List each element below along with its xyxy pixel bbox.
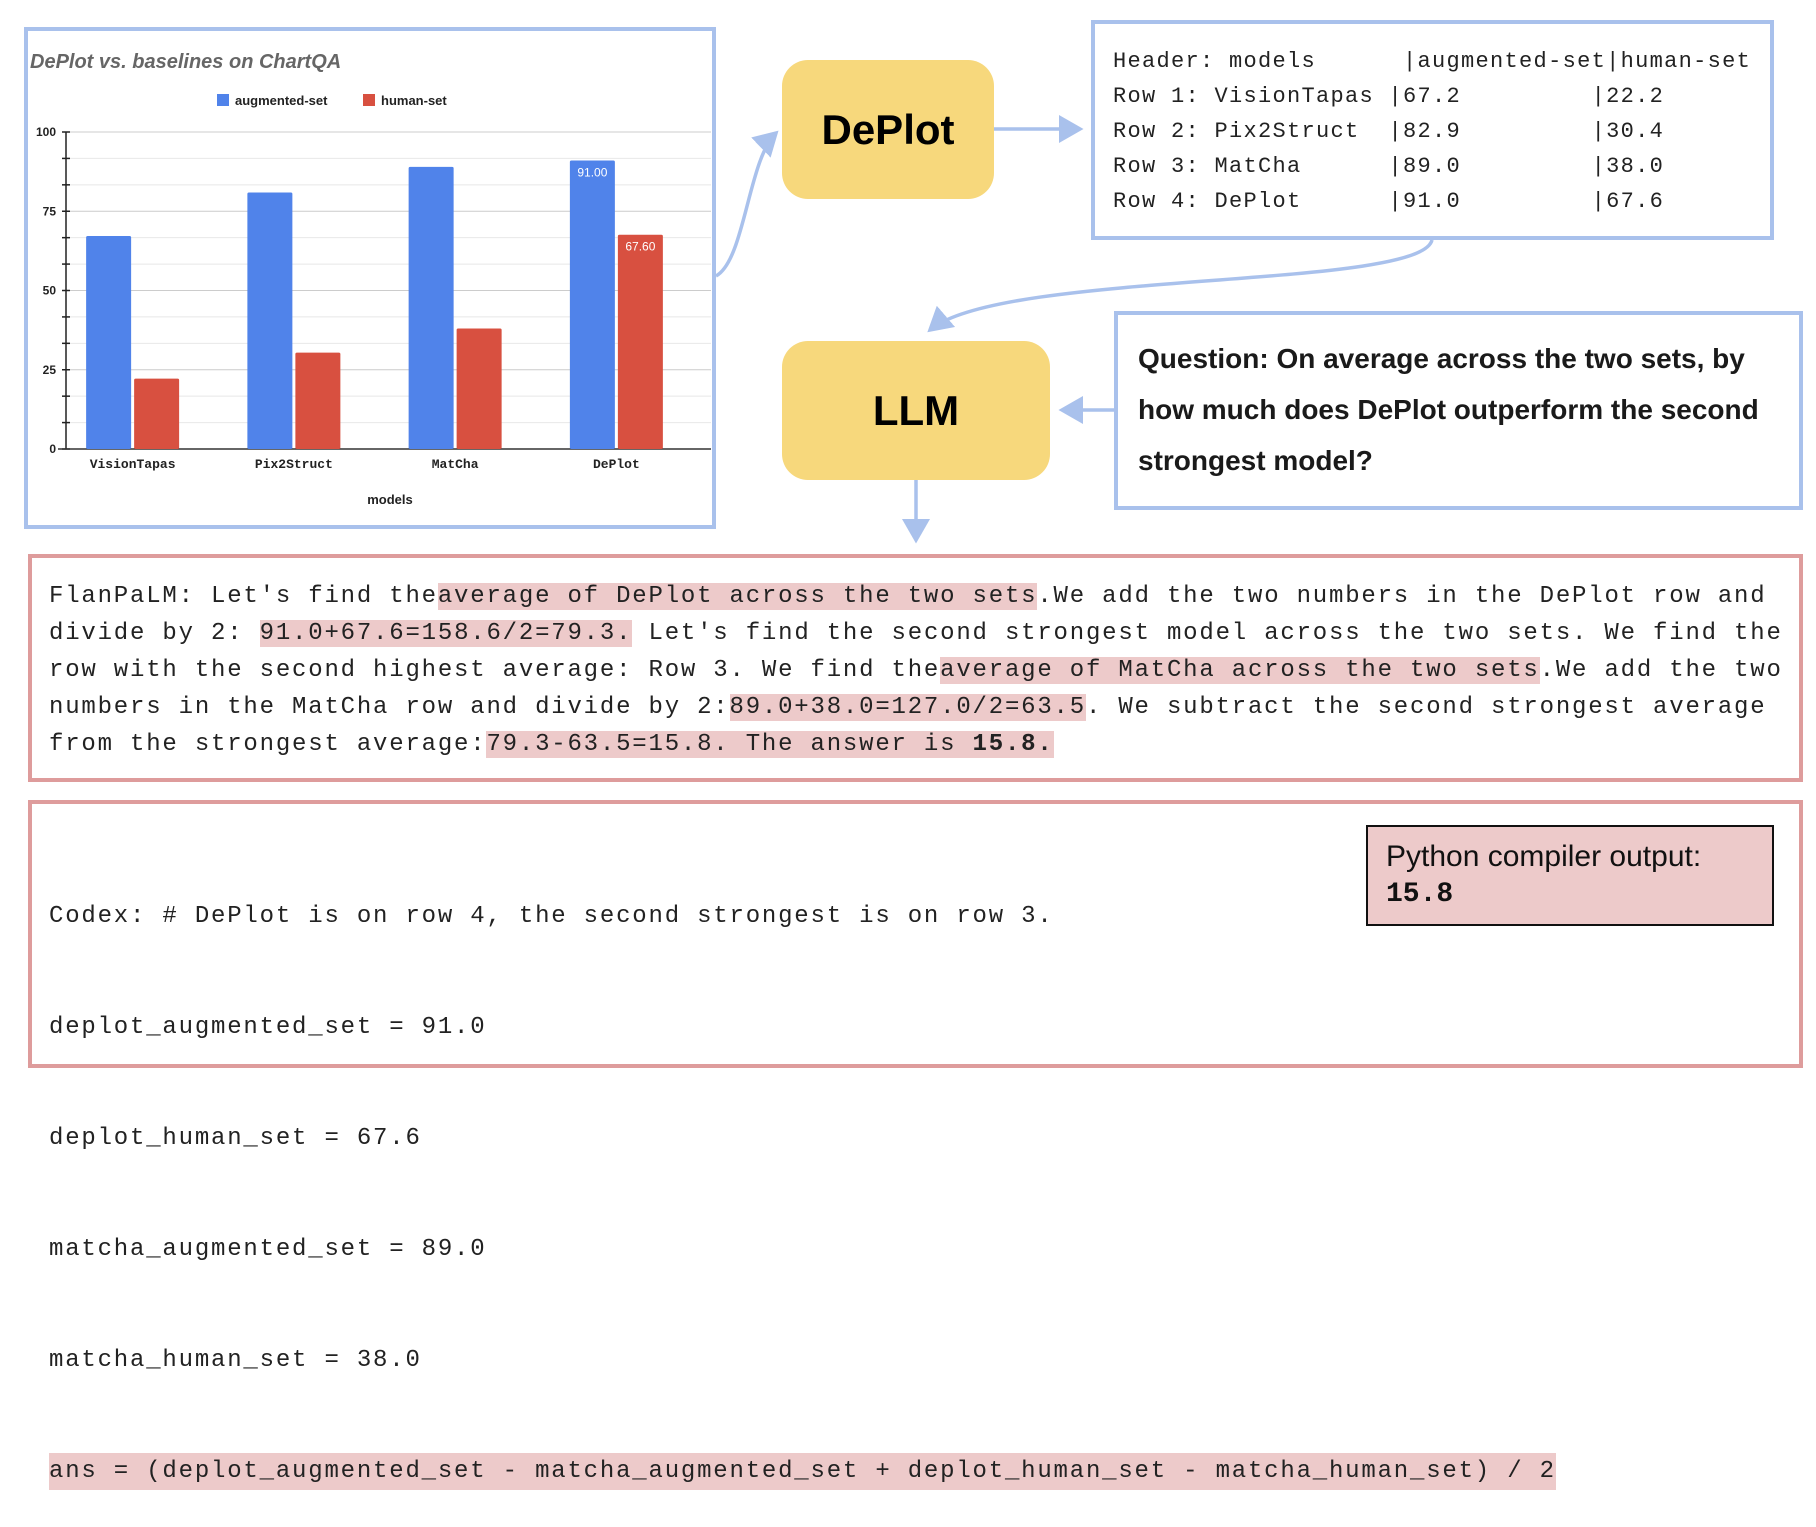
linearized-table-panel: Header: models |augmented-set|human-set … <box>1091 20 1774 240</box>
flan-text: .We add the two numbers in the DePlot ro… <box>49 583 1783 647</box>
code-line: matcha_human_set = 38.0 <box>49 1347 422 1374</box>
python-output-value: 15.8 <box>1386 879 1454 910</box>
question-text: Question: On average across the two sets… <box>1138 343 1759 476</box>
bar-chart: DePlot vs. baselines on ChartQA augmente… <box>30 51 711 507</box>
arrow-chart-to-deplot <box>714 130 779 278</box>
python-output-box: Python compiler output: 15.8 <box>1366 825 1774 926</box>
flan-highlight: 79.3-63.5=15.8. The answer is <box>486 731 973 758</box>
bar-augmented-set-VisionTapas <box>86 235 132 449</box>
flanpalm-output-panel: FlanPaLM: Let's find theaverage of DePlo… <box>28 554 1803 782</box>
bar-augmented-set-DePlot <box>569 160 615 449</box>
x-axis-label: models <box>367 492 413 507</box>
flan-highlight: 91.0+67.6=158.6/2=79.3. <box>259 620 633 647</box>
bar-augmented-set-MatCha <box>408 166 454 449</box>
code-line: Codex: # DePlot is on row 4, the second … <box>49 903 1054 930</box>
legend-swatch-human <box>363 94 375 106</box>
chart-title: DePlot vs. baselines on ChartQA <box>30 51 341 73</box>
x-tick-label: Pix2Struct <box>255 457 333 472</box>
bar-human-set-VisionTapas <box>134 378 180 449</box>
flan-highlight: average of DePlot across the two sets <box>437 583 1038 610</box>
flan-text: .We add the two numbers in the MatCha ro… <box>49 657 1799 721</box>
x-tick-label: MatCha <box>432 457 479 472</box>
deplot-model-box: DePlot <box>782 60 994 199</box>
code-line-answer: ans = (deplot_augmented_set - matcha_aug… <box>49 1453 1556 1490</box>
x-tick-label: DePlot <box>593 457 640 472</box>
data-label: 67.60 <box>625 240 655 254</box>
y-tick-label: 100 <box>36 125 56 139</box>
legend-label-human: human-set <box>381 93 447 108</box>
table-row: Row 1: VisionTapas |67.2 |22.2 <box>1113 84 1665 109</box>
code-line: matcha_augmented_set = 89.0 <box>49 1236 487 1263</box>
table-row: Row 4: DePlot |91.0 |67.6 <box>1113 189 1665 214</box>
chart-panel: DePlot vs. baselines on ChartQA augmente… <box>24 27 716 529</box>
flan-text: . We subtract the second strongest avera… <box>49 694 1783 758</box>
flan-highlight: 89.0+38.0=127.0/2=63.5 <box>729 694 1086 721</box>
y-tick-label: 75 <box>43 204 57 218</box>
code-line: deplot_augmented_set = 91.0 <box>49 1014 487 1041</box>
flan-text: FlanPaLM: Let's find the <box>49 583 438 610</box>
flan-answer: 15.8. <box>972 731 1054 758</box>
table-row: Row 2: Pix2Struct |82.9 |30.4 <box>1113 119 1665 144</box>
y-tick-label: 50 <box>43 284 57 298</box>
code-line: deplot_human_set = 67.6 <box>49 1125 422 1152</box>
bar-human-set-MatCha <box>456 328 502 449</box>
flan-highlight: average of MatCha across the two sets <box>940 657 1540 684</box>
bar-human-set-DePlot <box>617 234 663 449</box>
legend-label-augmented: augmented-set <box>235 93 328 108</box>
bar-augmented-set-Pix2Struct <box>247 192 293 449</box>
question-panel: Question: On average across the two sets… <box>1114 311 1803 510</box>
python-output-label: Python compiler output: <box>1386 840 1702 873</box>
flan-text: Let's find the second strongest model ac… <box>49 620 1799 684</box>
y-tick-label: 0 <box>49 442 56 456</box>
llm-label: LLM <box>872 386 960 434</box>
table-row: Row 3: MatCha |89.0 |38.0 <box>1113 154 1665 179</box>
deplot-label: DePlot <box>821 105 955 153</box>
table-header-row: Header: models |augmented-set|human-set <box>1113 49 1752 74</box>
legend-swatch-augmented <box>217 94 229 106</box>
data-label: 91.00 <box>577 166 607 180</box>
y-tick-label: 25 <box>43 363 57 377</box>
llm-box: LLM <box>782 341 1050 480</box>
legend: augmented-set human-set <box>217 93 447 108</box>
x-tick-label: VisionTapas <box>90 457 176 472</box>
bar-human-set-Pix2Struct <box>295 352 341 449</box>
